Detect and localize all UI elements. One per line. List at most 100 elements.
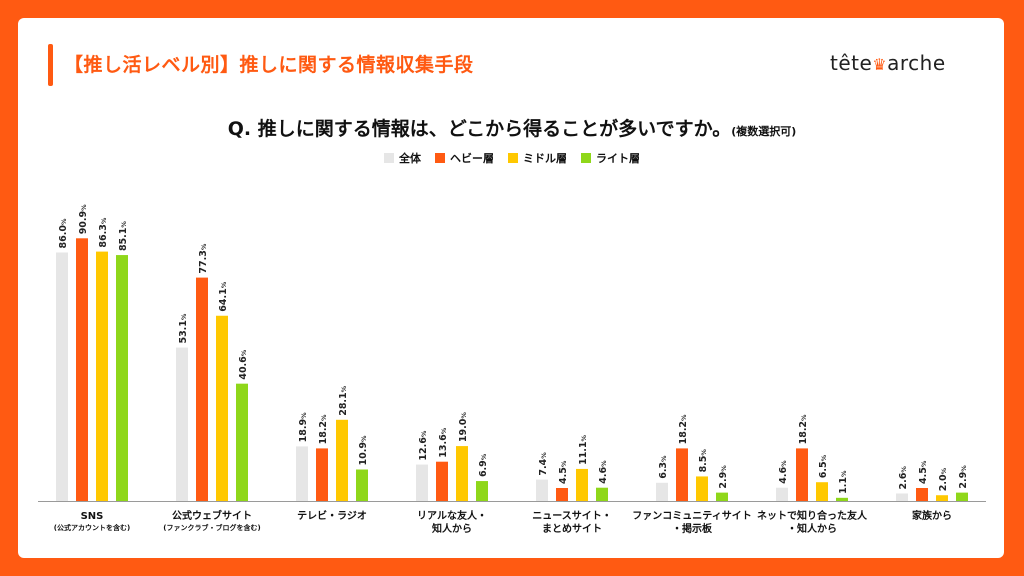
bar-light-7 <box>956 492 968 501</box>
bar-middle-3 <box>456 446 468 501</box>
data-label-light-2: 10.9% <box>358 435 369 465</box>
data-label-middle-2: 28.1% <box>338 385 349 415</box>
bar-middle-6 <box>816 482 828 501</box>
bar-all-4 <box>536 479 548 501</box>
data-label-all-3: 12.6% <box>418 430 429 460</box>
question-text: Q. 推しに関する情報は、どこから得ることが多いですか。 <box>227 118 732 140</box>
logo-text-part2: arche <box>887 51 946 75</box>
bar-heavy-0 <box>76 238 88 501</box>
data-label-all-2: 18.9% <box>298 412 309 442</box>
bar-heavy-7 <box>916 487 928 501</box>
bar-light-2 <box>356 469 368 501</box>
bar-heavy-5 <box>676 448 688 501</box>
category-label-7: 家族から <box>912 509 952 522</box>
data-label-all-0: 86.0% <box>58 218 69 248</box>
category-sublabel-4: まとめサイト <box>542 523 602 535</box>
data-label-middle-3: 19.0% <box>458 412 469 442</box>
data-label-heavy-1: 77.3% <box>198 243 209 273</box>
legend-label-heavy: ヘビー層 <box>450 152 494 165</box>
bar-heavy-3 <box>436 461 448 501</box>
bar-light-3 <box>476 481 488 501</box>
bar-middle-7 <box>936 495 948 501</box>
category-sublabel-5: ・掲示板 <box>672 522 713 535</box>
bar-middle-5 <box>696 476 708 501</box>
data-label-middle-4: 11.1% <box>578 434 589 464</box>
logo-text-part1: tête <box>830 51 873 75</box>
bar-middle-1 <box>216 315 228 501</box>
category-label-6: ネットで知り合った友人 <box>757 509 868 522</box>
crown-icon: ♛ <box>872 55 888 74</box>
category-sublabel-3: 知人から <box>431 522 472 535</box>
bar-light-0 <box>116 255 128 501</box>
data-label-heavy-5: 18.2% <box>678 414 689 444</box>
data-label-all-7: 2.6% <box>898 466 909 490</box>
legend-item-heavy: ヘビー層 <box>435 150 494 166</box>
data-label-light-3: 6.9% <box>478 453 489 477</box>
question-note: (複数選択可) <box>731 125 797 138</box>
legend-item-light: ライト層 <box>581 150 640 166</box>
legend-swatch-light <box>581 153 591 163</box>
data-label-all-5: 6.3% <box>658 455 669 479</box>
data-label-middle-0: 86.3% <box>98 217 109 247</box>
chart-legend: 全体 ヘビー層 ミドル層 ライト層 <box>0 150 1024 166</box>
bar-heavy-2 <box>316 448 328 501</box>
category-label-4: ニュースサイト・ <box>532 510 612 522</box>
legend-swatch-middle <box>508 153 518 163</box>
legend-item-middle: ミドル層 <box>508 150 567 166</box>
data-label-heavy-0: 90.9% <box>78 204 89 234</box>
bar-heavy-1 <box>196 277 208 501</box>
bar-light-5 <box>716 492 728 501</box>
data-label-light-5: 2.9% <box>718 465 729 489</box>
bar-all-1 <box>176 347 188 501</box>
data-label-middle-6: 6.5% <box>818 454 829 478</box>
legend-swatch-heavy <box>435 153 445 163</box>
data-label-heavy-2: 18.2% <box>318 414 329 444</box>
title-accent-bar <box>48 44 53 86</box>
data-label-middle-7: 2.0% <box>938 467 949 491</box>
data-label-middle-5: 8.5% <box>698 449 709 473</box>
data-label-light-1: 40.6% <box>238 349 249 379</box>
legend-label-all: 全体 <box>399 152 421 165</box>
bar-middle-2 <box>336 419 348 501</box>
category-sublabel-6: ・知人から <box>787 522 837 535</box>
brand-logo: tête♛arche <box>830 51 946 75</box>
legend-label-light: ライト層 <box>596 152 640 165</box>
bar-all-6 <box>776 487 788 501</box>
category-label-5: ファンコミュニティサイト <box>632 510 751 522</box>
page-title: 【推し活レベル別】推しに関する情報収集手段 <box>64 54 474 76</box>
category-label-1: 公式ウェブサイト <box>172 509 252 522</box>
data-label-middle-1: 64.1% <box>218 281 229 311</box>
data-label-light-6: 1.1% <box>838 470 849 494</box>
category-label-2: テレビ・ラジオ <box>297 509 367 522</box>
bar-light-4 <box>596 487 608 501</box>
category-label-0: SNS <box>81 511 104 522</box>
data-label-heavy-6: 18.2% <box>798 414 809 444</box>
data-label-light-7: 2.9% <box>958 465 969 489</box>
data-label-heavy-4: 4.5% <box>558 460 569 484</box>
data-label-heavy-7: 4.5% <box>918 460 929 484</box>
bar-heavy-6 <box>796 448 808 501</box>
bar-all-5 <box>656 482 668 501</box>
category-sublabel-1: (ファンクラブ・ブログを含む) <box>163 523 260 532</box>
data-label-all-1: 53.1% <box>178 313 189 343</box>
legend-label-middle: ミドル層 <box>523 152 567 165</box>
bar-all-2 <box>296 446 308 501</box>
legend-swatch-all <box>384 153 394 163</box>
data-label-heavy-3: 13.6% <box>438 427 449 457</box>
data-label-light-0: 85.1% <box>118 221 129 251</box>
bar-middle-4 <box>576 468 588 501</box>
bar-all-7 <box>896 493 908 501</box>
data-label-all-4: 7.4% <box>538 452 549 476</box>
data-label-all-6: 4.6% <box>778 460 789 484</box>
bar-all-0 <box>56 252 68 501</box>
bar-light-1 <box>236 383 248 501</box>
bar-heavy-4 <box>556 487 568 501</box>
bar-all-3 <box>416 464 428 501</box>
survey-question: Q. 推しに関する情報は、どこから得ることが多いですか。(複数選択可) <box>0 114 1024 141</box>
bar-middle-0 <box>96 251 108 501</box>
data-label-light-4: 4.6% <box>598 460 609 484</box>
category-sublabel-0: (公式アカウントを含む) <box>54 523 130 532</box>
bar-light-6 <box>836 497 848 501</box>
legend-item-all: 全体 <box>384 150 421 166</box>
